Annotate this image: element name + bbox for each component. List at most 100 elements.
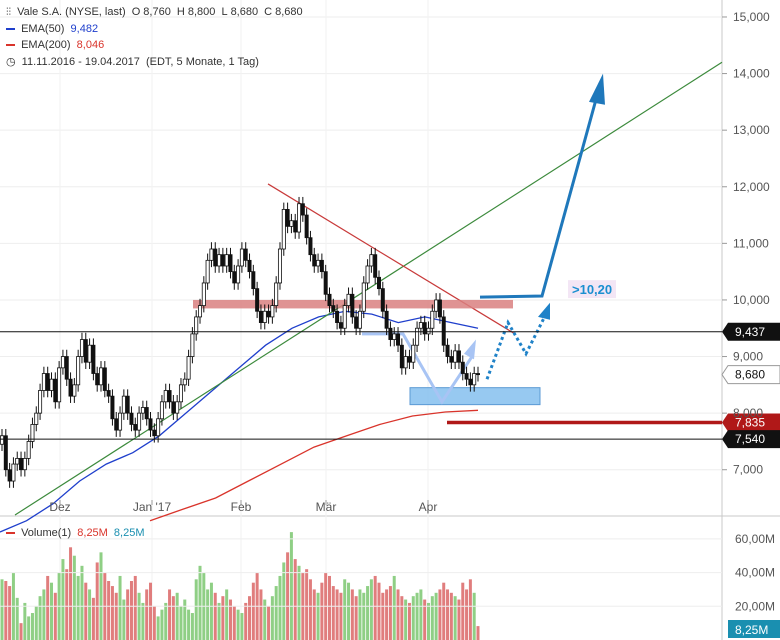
ohlc-low-key: L <box>221 6 228 18</box>
level-tag-label: 9,437 <box>735 325 765 339</box>
ema50-line <box>0 310 479 533</box>
candle-body <box>262 310 267 323</box>
ohlc-close-key: C <box>264 6 273 18</box>
candle-body <box>72 384 77 397</box>
volume-bar <box>423 599 427 640</box>
volume-bar <box>411 596 415 640</box>
price-axis: 7,000 8,000 9,000 10,000 11,000 12,000 13,000 1… <box>722 10 770 477</box>
candle-body <box>456 350 461 363</box>
level-tag-label: 7,835 <box>735 415 765 429</box>
candle-body <box>281 208 286 250</box>
volume-bar <box>126 589 130 640</box>
current-price-label: 8,680 <box>735 368 765 382</box>
volume-bar <box>38 596 42 640</box>
candle-body <box>415 327 420 346</box>
volume-bar <box>65 569 69 640</box>
volume-bar <box>232 606 236 640</box>
support-zone <box>409 387 541 406</box>
volume-bar <box>320 582 324 640</box>
volume-swatch <box>6 532 15 535</box>
candle-body <box>49 378 54 391</box>
candle-body <box>91 344 96 374</box>
candle-body <box>11 463 16 482</box>
volume-bar <box>434 592 438 640</box>
candle-body <box>403 356 408 369</box>
volume-bar <box>187 609 191 640</box>
volume-bar <box>8 586 12 640</box>
volume-bar <box>267 606 271 640</box>
candle-body <box>297 203 302 233</box>
volume-bar <box>91 597 95 640</box>
volume-bar <box>343 579 347 640</box>
level-tag <box>722 413 780 432</box>
ema50-label: EMA(50) <box>21 23 65 35</box>
volume-bar <box>88 589 92 640</box>
ohlc-low-value: 8,680 <box>230 6 259 18</box>
volume-bar <box>438 589 442 640</box>
candle-body <box>209 248 214 261</box>
legend-ema50: EMA(50) 9,482 <box>6 23 101 35</box>
candle-body <box>331 305 336 312</box>
candle-body <box>430 310 435 329</box>
candle-body <box>7 469 12 482</box>
candle-body <box>152 429 157 437</box>
volume-bar <box>400 596 404 640</box>
price-tick-label: 8,000 <box>733 406 763 420</box>
ema-lines <box>0 310 479 533</box>
candle-body <box>64 356 69 380</box>
candle-body <box>224 254 229 267</box>
volume-bar <box>377 582 381 640</box>
volume-bar <box>366 586 370 640</box>
volume-bar <box>293 559 297 640</box>
annotation-target-label: >10,20 <box>572 282 612 297</box>
candle-body <box>464 373 469 380</box>
candle-body <box>140 407 145 414</box>
candle-body <box>53 378 58 403</box>
projection-dotted-path <box>485 313 548 380</box>
volume-bar <box>472 592 476 640</box>
volume-legend: Volume(1) 8,25M 8,25M <box>6 527 147 539</box>
ema200-label: EMA(200) <box>21 39 71 51</box>
candle-body <box>312 254 317 267</box>
volume-bar <box>42 589 46 640</box>
price-tick-label: 13,000 <box>733 123 770 137</box>
volume-value-1: 8,25M <box>77 527 108 539</box>
volume-bar <box>449 592 453 640</box>
candle-body <box>293 220 298 233</box>
volume-bar <box>27 616 31 640</box>
candle-body <box>26 441 31 459</box>
volume-bar <box>251 582 255 640</box>
candle-body <box>45 373 50 391</box>
volume-bar <box>168 589 172 640</box>
volume-bar <box>23 602 27 640</box>
candle-body <box>60 356 65 369</box>
volume-bar <box>453 596 457 640</box>
candle-body <box>220 254 225 267</box>
volume-bar <box>221 596 225 640</box>
period-info: (EDT, 5 Monate, 1 Tag) <box>145 56 259 68</box>
candle-body <box>133 424 138 431</box>
volume-bar <box>476 626 480 640</box>
candle-body <box>68 378 73 397</box>
candle-body <box>277 248 282 284</box>
candle-body <box>437 299 442 318</box>
candle-body <box>144 407 149 420</box>
volume-bar <box>156 616 160 640</box>
volume-bar <box>30 613 34 640</box>
volume-bar <box>381 592 385 640</box>
candle-body <box>106 390 111 397</box>
candle-body <box>137 412 142 431</box>
volume-bar <box>4 581 8 640</box>
volume-bar <box>347 582 351 640</box>
volume-current-tag <box>728 620 780 638</box>
candle-body <box>266 310 271 318</box>
volume-bar <box>305 569 309 640</box>
candle-body <box>453 350 458 363</box>
volume-bar <box>137 592 141 640</box>
candle-body <box>346 293 351 307</box>
volume-bar <box>407 602 411 640</box>
candle-body <box>15 458 20 465</box>
candle-body <box>232 271 237 284</box>
clock-icon: ◷ <box>6 56 16 68</box>
